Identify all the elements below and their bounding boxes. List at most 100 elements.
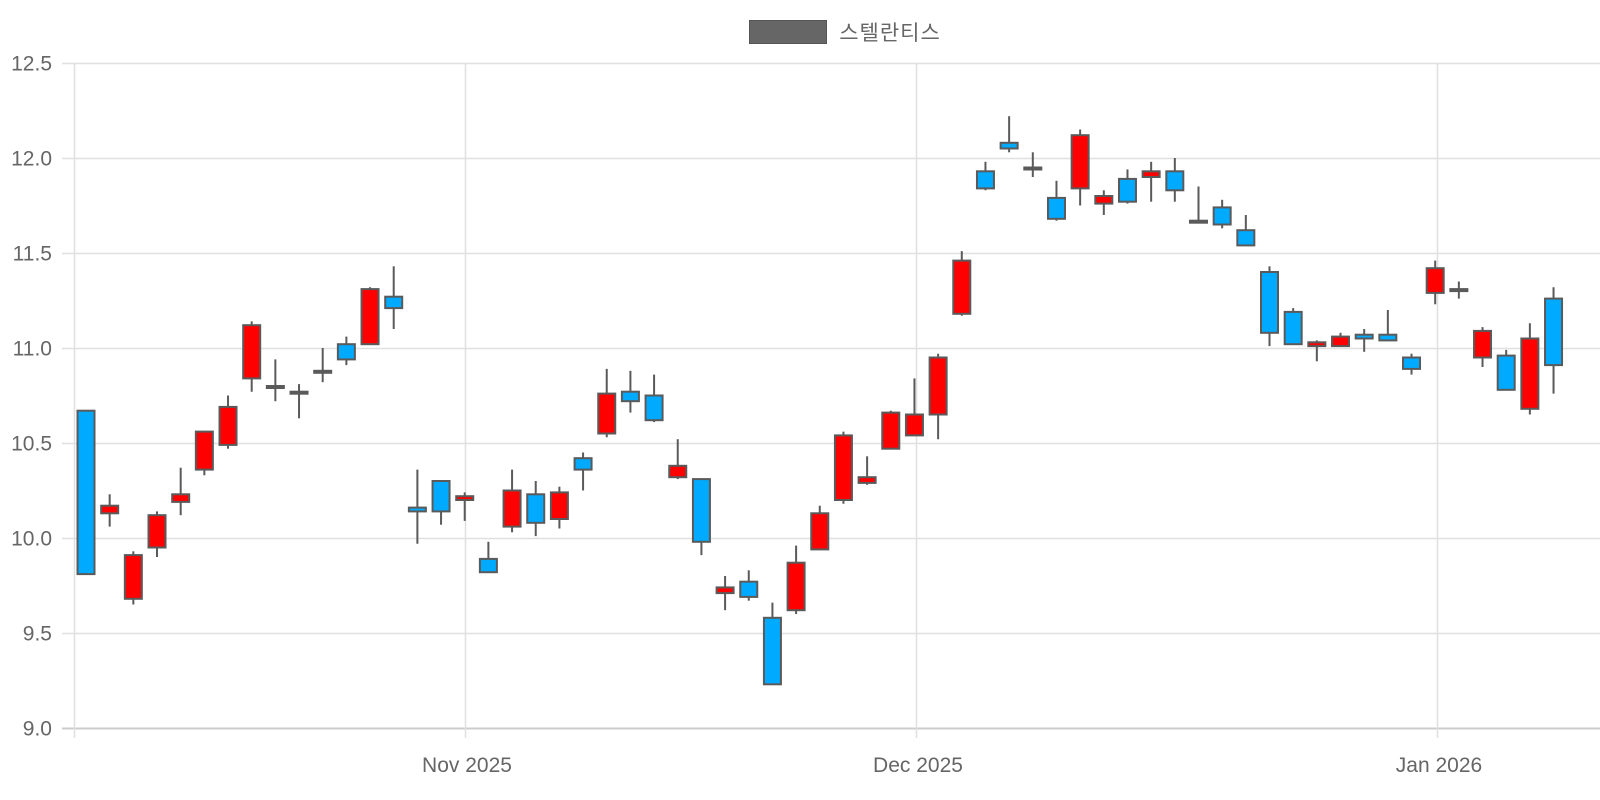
- candle[interactable]: [1544, 287, 1564, 394]
- candle[interactable]: [123, 551, 143, 605]
- candle[interactable]: [881, 410, 901, 450]
- candle[interactable]: [478, 541, 498, 574]
- candle[interactable]: [786, 545, 806, 614]
- candle[interactable]: [644, 374, 664, 423]
- candle-body: [691, 478, 711, 543]
- candle[interactable]: [455, 492, 475, 521]
- y-tick-label: 10.0: [11, 528, 52, 551]
- candle-body: [1378, 333, 1398, 342]
- candle[interactable]: [715, 576, 735, 611]
- candle[interactable]: [1070, 129, 1090, 206]
- candle[interactable]: [1141, 161, 1161, 202]
- candle[interactable]: [407, 469, 427, 544]
- candle-body: [999, 141, 1019, 150]
- candle-body: [786, 561, 806, 612]
- candle-body: [194, 430, 214, 471]
- candle[interactable]: [1023, 152, 1043, 177]
- candle-body: [1165, 170, 1185, 192]
- candle-body: [123, 554, 143, 600]
- candles: [76, 116, 1564, 686]
- candle-body: [833, 434, 853, 501]
- candle-body: [407, 506, 427, 513]
- candle-body: [242, 324, 262, 380]
- candle[interactable]: [762, 602, 782, 686]
- candle[interactable]: [194, 430, 214, 476]
- candle-body: [384, 295, 404, 310]
- candle[interactable]: [526, 481, 546, 537]
- candle[interactable]: [100, 494, 120, 527]
- candle-body: [502, 489, 522, 528]
- candle[interactable]: [999, 116, 1019, 153]
- candle[interactable]: [573, 452, 593, 491]
- candle[interactable]: [739, 570, 759, 601]
- candle-body: [928, 356, 948, 416]
- candle-body: [1141, 170, 1161, 179]
- candle[interactable]: [904, 378, 924, 437]
- candle-body: [1283, 310, 1303, 346]
- candle[interactable]: [313, 348, 333, 383]
- candle[interactable]: [1188, 186, 1208, 224]
- candle[interactable]: [833, 431, 853, 504]
- candle-body: [289, 390, 309, 395]
- candle[interactable]: [1212, 199, 1232, 229]
- candle[interactable]: [1283, 308, 1303, 346]
- candle-body: [1544, 297, 1564, 367]
- candle[interactable]: [218, 395, 238, 449]
- candle[interactable]: [1473, 327, 1493, 367]
- candle[interactable]: [360, 287, 380, 346]
- x-tick-label: Nov 2025: [422, 754, 512, 777]
- candle-body: [1425, 267, 1445, 294]
- candle[interactable]: [1331, 332, 1351, 348]
- candle[interactable]: [1046, 180, 1066, 221]
- candle[interactable]: [1520, 323, 1540, 415]
- candle[interactable]: [242, 321, 262, 392]
- candle[interactable]: [76, 409, 96, 576]
- candle-body: [1449, 288, 1469, 293]
- candle[interactable]: [502, 469, 522, 533]
- candle-body: [1473, 329, 1493, 359]
- candle-body: [147, 514, 167, 549]
- candle[interactable]: [265, 359, 285, 402]
- candle[interactable]: [810, 505, 830, 551]
- x-axis: Nov 2025 Dec 2025 Jan 2026: [422, 754, 1482, 777]
- candle[interactable]: [952, 251, 972, 316]
- candle-body: [881, 411, 901, 450]
- candle[interactable]: [1260, 266, 1279, 347]
- candle[interactable]: [691, 478, 711, 556]
- candle[interactable]: [928, 353, 948, 440]
- legend[interactable]: 스텔란티스: [0, 18, 1600, 46]
- candle[interactable]: [1307, 340, 1327, 362]
- x-tick-label: Dec 2025: [873, 754, 963, 777]
- candle-body: [1188, 219, 1208, 224]
- candle[interactable]: [975, 161, 995, 191]
- candle-body: [715, 586, 735, 595]
- candle[interactable]: [1378, 310, 1398, 342]
- candle[interactable]: [1165, 158, 1185, 202]
- candle[interactable]: [431, 480, 451, 525]
- candle[interactable]: [1449, 281, 1469, 299]
- candle[interactable]: [336, 336, 356, 366]
- candle[interactable]: [597, 368, 617, 438]
- candle[interactable]: [1425, 260, 1445, 305]
- y-tick-label: 12.5: [11, 53, 52, 76]
- candle[interactable]: [1094, 190, 1114, 215]
- candle[interactable]: [668, 439, 688, 480]
- candle[interactable]: [1236, 215, 1256, 247]
- candle[interactable]: [384, 266, 404, 329]
- candle[interactable]: [549, 486, 569, 529]
- candle[interactable]: [1117, 169, 1137, 204]
- candle-body: [857, 476, 877, 484]
- y-tick-label: 10.5: [11, 433, 52, 456]
- candle[interactable]: [289, 384, 309, 419]
- candle-body: [810, 512, 830, 551]
- candle[interactable]: [171, 467, 191, 516]
- candle[interactable]: [857, 456, 877, 485]
- candle[interactable]: [1496, 349, 1516, 391]
- candle[interactable]: [620, 370, 640, 413]
- candle-body: [620, 390, 640, 403]
- candle[interactable]: [1402, 353, 1422, 375]
- candle-body: [1496, 354, 1516, 391]
- candle[interactable]: [147, 511, 167, 557]
- candle[interactable]: [1354, 329, 1374, 352]
